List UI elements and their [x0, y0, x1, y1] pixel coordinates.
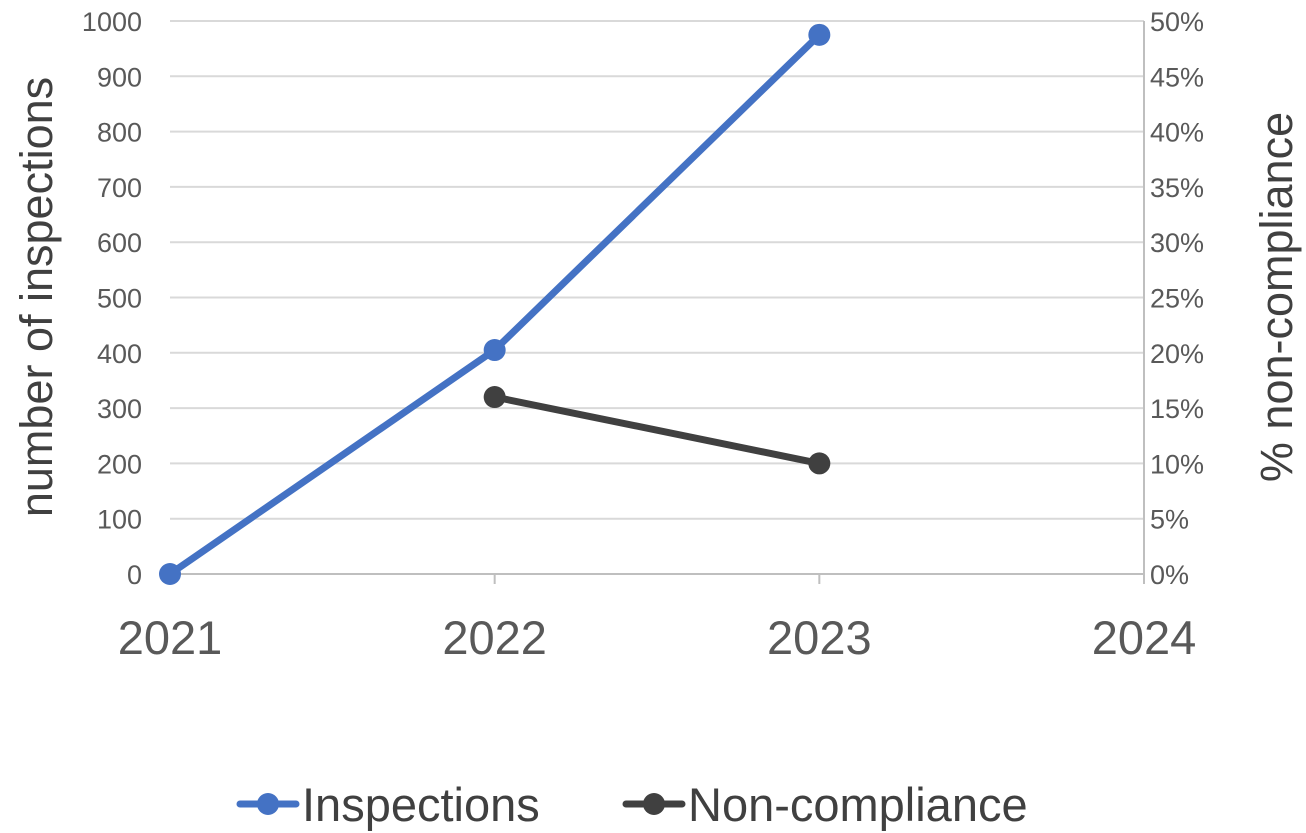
non-compliance-legend-swatch-marker	[643, 793, 665, 815]
non-compliance-series-line	[491, 393, 823, 467]
x-tick-label: 2024	[1092, 611, 1197, 664]
right-tick-label: 35%	[1150, 173, 1204, 203]
x-tick-label: 2021	[118, 611, 223, 664]
non-compliance-data-point	[483, 386, 506, 409]
left-tick-label: 400	[97, 339, 142, 369]
right-tick-label: 15%	[1150, 394, 1204, 424]
inspections-series-line	[166, 31, 823, 578]
series-group	[159, 23, 831, 585]
left-tick-label: 600	[97, 228, 142, 258]
left-axis-ticks: 0 100 200 300 400 500 600 700 800 900 1000	[82, 7, 142, 590]
left-tick-label: 900	[97, 62, 142, 92]
left-tick-label: 100	[97, 505, 142, 535]
right-tick-label: 50%	[1150, 7, 1204, 37]
right-tick-label: 10%	[1150, 449, 1204, 479]
right-axis-title: % non-compliance	[1251, 112, 1302, 482]
left-tick-label: 800	[97, 118, 142, 148]
right-tick-label: 0%	[1150, 560, 1189, 590]
inspections-data-point	[483, 339, 506, 362]
right-tick-label: 30%	[1150, 228, 1204, 258]
x-tick-label: 2023	[767, 611, 872, 664]
left-axis-title: number of inspections	[11, 77, 62, 517]
x-tick-label: 2022	[442, 611, 547, 664]
left-tick-label: 300	[97, 394, 142, 424]
legend: Inspections Non-compliance	[236, 778, 1028, 831]
inspections-legend-swatch-marker	[257, 793, 279, 815]
right-tick-label: 5%	[1150, 505, 1189, 535]
left-tick-label: 700	[97, 173, 142, 203]
left-tick-label: 0	[127, 560, 142, 590]
right-tick-label: 20%	[1150, 339, 1204, 369]
inspections-data-point	[159, 563, 181, 585]
left-tick-label: 200	[97, 449, 142, 479]
x-axis-ticks: 2021 2022 2023 2024	[118, 611, 1197, 664]
left-tick-label: 500	[97, 284, 142, 314]
gridlines	[169, 20, 1145, 584]
inspections-data-point	[808, 23, 831, 46]
non-compliance-legend-label: Non-compliance	[688, 778, 1028, 831]
right-tick-label: 40%	[1150, 118, 1204, 148]
non-compliance-data-point	[808, 452, 831, 475]
right-axis-ticks: 0% 5% 10% 15% 20% 25% 30% 35% 40% 45% 50%	[1150, 7, 1204, 590]
right-tick-label: 45%	[1150, 62, 1204, 92]
left-tick-label: 1000	[82, 7, 142, 37]
inspections-legend-label: Inspections	[302, 778, 540, 831]
right-tick-label: 25%	[1150, 284, 1204, 314]
